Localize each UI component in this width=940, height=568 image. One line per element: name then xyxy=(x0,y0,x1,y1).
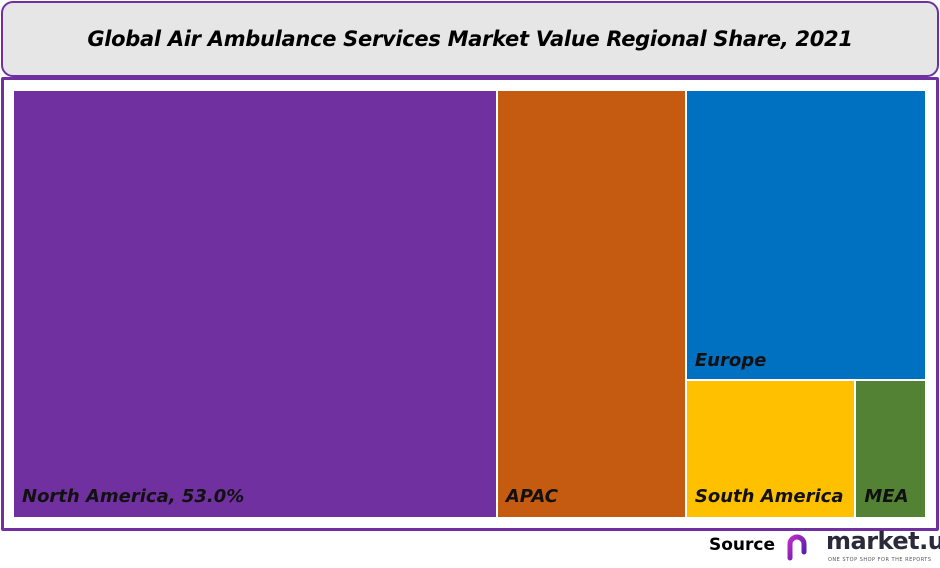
tile-label: MEA xyxy=(864,485,909,507)
tile-mea: MEA xyxy=(855,379,926,518)
logo-text: market.us xyxy=(826,527,940,555)
tile-label: North America, 53.0% xyxy=(22,486,245,507)
logo-tagline: ONE STOP SHOP FOR THE REPORTS xyxy=(828,557,932,563)
tile-label: South America xyxy=(694,485,844,507)
treemap: North America, 53.0% APAC Europe South Amer… xyxy=(13,90,926,518)
logo-icon xyxy=(787,534,822,561)
chart-title-box: Global Air Ambulance Services Market Val… xyxy=(1,1,939,77)
source-label: Source xyxy=(709,535,776,555)
tile-apac: APAC xyxy=(496,90,686,518)
tile-label: APAC xyxy=(505,486,558,507)
chart-title: Global Air Ambulance Services Market Val… xyxy=(87,27,853,51)
tile-europe: Europe xyxy=(685,90,926,380)
tile-label: Europe xyxy=(694,349,767,371)
market-us-logo: market.us ONE STOP SHOP FOR THE REPORTS xyxy=(786,527,940,564)
tile-north-america: North America, 53.0% xyxy=(13,90,497,518)
tile-south-america: South America xyxy=(685,379,856,518)
